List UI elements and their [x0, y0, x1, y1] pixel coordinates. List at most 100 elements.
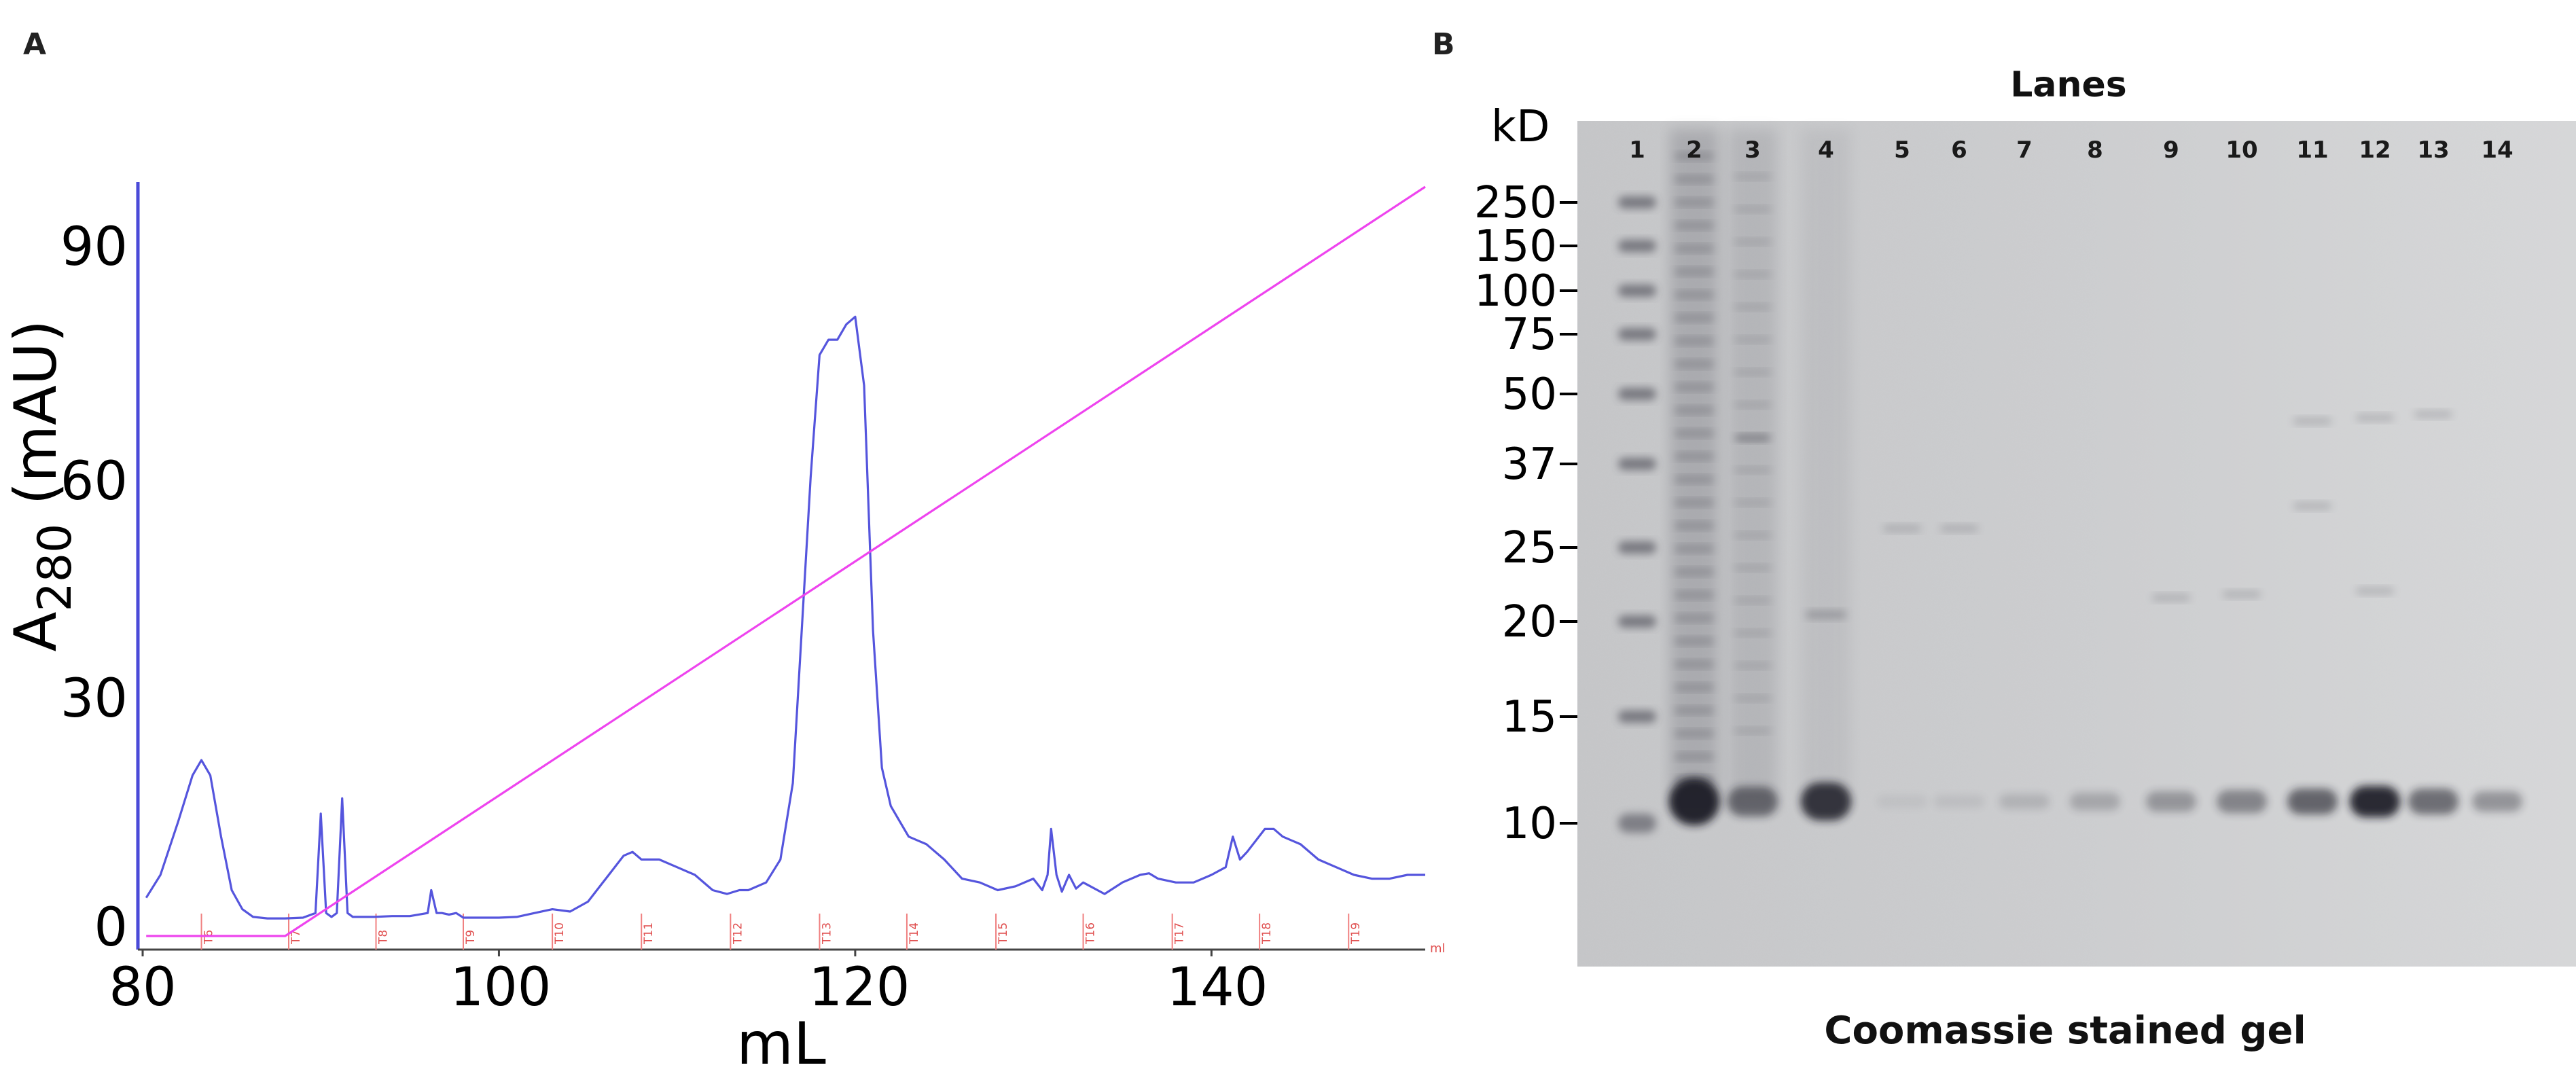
sds-page-gel: Lanes kD 1 2 3 4 5 6 7 8 9 10 11 12 13 14 25015010075…	[1474, 65, 2576, 1053]
marker-label: 50	[1502, 370, 1557, 420]
lane-band	[1734, 206, 1771, 212]
target-band	[1728, 787, 1778, 816]
lane-band	[1734, 402, 1771, 408]
lane-label: 10	[2225, 137, 2257, 164]
ladder-band	[1618, 615, 1656, 628]
gradient-line	[146, 185, 1426, 937]
y-tick-30: 30	[60, 668, 128, 730]
target-band	[1877, 795, 1927, 808]
fraction-label: T19	[1349, 922, 1363, 945]
lane-band	[1675, 361, 1714, 367]
lane-label: 14	[2481, 137, 2513, 164]
lane-smear	[1802, 129, 1850, 808]
lane-band	[1734, 467, 1771, 473]
lane-band	[1675, 545, 1714, 552]
lane-band	[1736, 435, 1770, 442]
lane-label: 9	[2163, 137, 2179, 164]
gel-caption: Coomassie stained gel	[1824, 1009, 2306, 1053]
faint-band	[2293, 418, 2331, 425]
faint-band	[1940, 525, 1978, 532]
gel-bands	[1618, 129, 2522, 833]
gel-texture	[1577, 121, 2576, 967]
lane-band	[1734, 500, 1771, 505]
lane-band	[1675, 684, 1714, 691]
marker-label: 15	[1502, 692, 1557, 742]
lane-smear	[1670, 129, 1719, 808]
marker-label: 37	[1502, 439, 1557, 490]
fraction-label: T15	[997, 922, 1010, 945]
target-band	[2472, 791, 2522, 812]
fraction-label: T8	[377, 930, 391, 945]
faint-band	[2152, 594, 2190, 601]
target-band	[2408, 789, 2458, 814]
lane-band	[1675, 453, 1714, 460]
lane-labels: 1 2 3 4 5 6 7 8 9 10 11 12 13 14	[1629, 137, 2514, 164]
kd-unit-label: kD	[1491, 102, 1550, 152]
x-axis-title: mL	[736, 1010, 826, 1078]
fraction-label: T13	[820, 922, 834, 945]
lane-band	[1675, 199, 1714, 206]
lane-band	[1675, 707, 1714, 714]
target-band	[1669, 778, 1719, 825]
lane-label: 5	[1894, 137, 1910, 164]
lane-label: 12	[2359, 137, 2391, 164]
fraction-label: T6	[202, 930, 216, 945]
fraction-label: T10	[553, 922, 567, 945]
ladder-band	[1618, 388, 1656, 400]
lane-band	[1734, 696, 1771, 701]
target-band	[2146, 791, 2196, 812]
fraction-label: T14	[908, 922, 921, 945]
lane-label: 4	[1818, 137, 1834, 164]
lane-band	[1675, 245, 1714, 252]
fraction-markers: T6 T7 T8 T9 T10 T11 T12 T13 T14 T15 T16 T17 T18 T19	[200, 914, 1363, 950]
ladder-band	[1618, 814, 1656, 833]
target-band	[2070, 793, 2120, 810]
marker-label: 250	[1474, 178, 1557, 228]
lane-label: 7	[2016, 137, 2033, 164]
lane-band	[1734, 174, 1771, 179]
target-band	[2287, 789, 2338, 814]
fraction-label: T16	[1084, 922, 1098, 945]
ladder-band	[1618, 196, 1656, 209]
lane-band	[1675, 569, 1714, 575]
lane-band	[1734, 533, 1771, 538]
lane-band	[1734, 598, 1771, 603]
lane-label: 3	[1745, 137, 1761, 164]
marker-label: 25	[1502, 523, 1557, 573]
x-tick-80: 80	[109, 957, 176, 1018]
marker-label: 75	[1502, 310, 1557, 360]
x-tick-100: 100	[450, 957, 552, 1018]
fraction-label: T11	[642, 922, 656, 945]
marker-label: 10	[1502, 799, 1557, 849]
fraction-label: T17	[1173, 922, 1187, 945]
y-axis-title: A280 (mAU)	[2, 320, 82, 652]
fraction-label: T12	[731, 922, 745, 945]
x-tick-140: 140	[1167, 957, 1268, 1018]
marker-label: 100	[1474, 266, 1557, 317]
lane-band	[1675, 522, 1714, 529]
y-tick-0: 0	[94, 897, 128, 958]
lane-band	[1675, 176, 1714, 183]
lane-label: 13	[2417, 137, 2449, 164]
ladder-band	[1618, 240, 1656, 252]
target-band	[1999, 794, 2050, 809]
lane-band	[1806, 611, 1846, 619]
ml-unit-label: ml	[1430, 941, 1446, 956]
lane-band	[1675, 384, 1714, 391]
ladder-band	[1618, 328, 1656, 340]
ladder-band	[1618, 541, 1656, 554]
ladder-band	[1618, 458, 1656, 470]
lane-band	[1675, 338, 1714, 344]
ladder-band	[1618, 710, 1656, 723]
panel-b-label: B	[1432, 27, 1455, 62]
faint-band	[2223, 591, 2261, 598]
fraction-label: T7	[289, 930, 303, 945]
lane-band	[1734, 565, 1771, 571]
lane-band	[1675, 314, 1714, 321]
lane-band	[1675, 222, 1714, 229]
lane-band	[1675, 268, 1714, 275]
marker-label: 150	[1474, 221, 1557, 272]
y-tick-60: 60	[60, 451, 128, 512]
